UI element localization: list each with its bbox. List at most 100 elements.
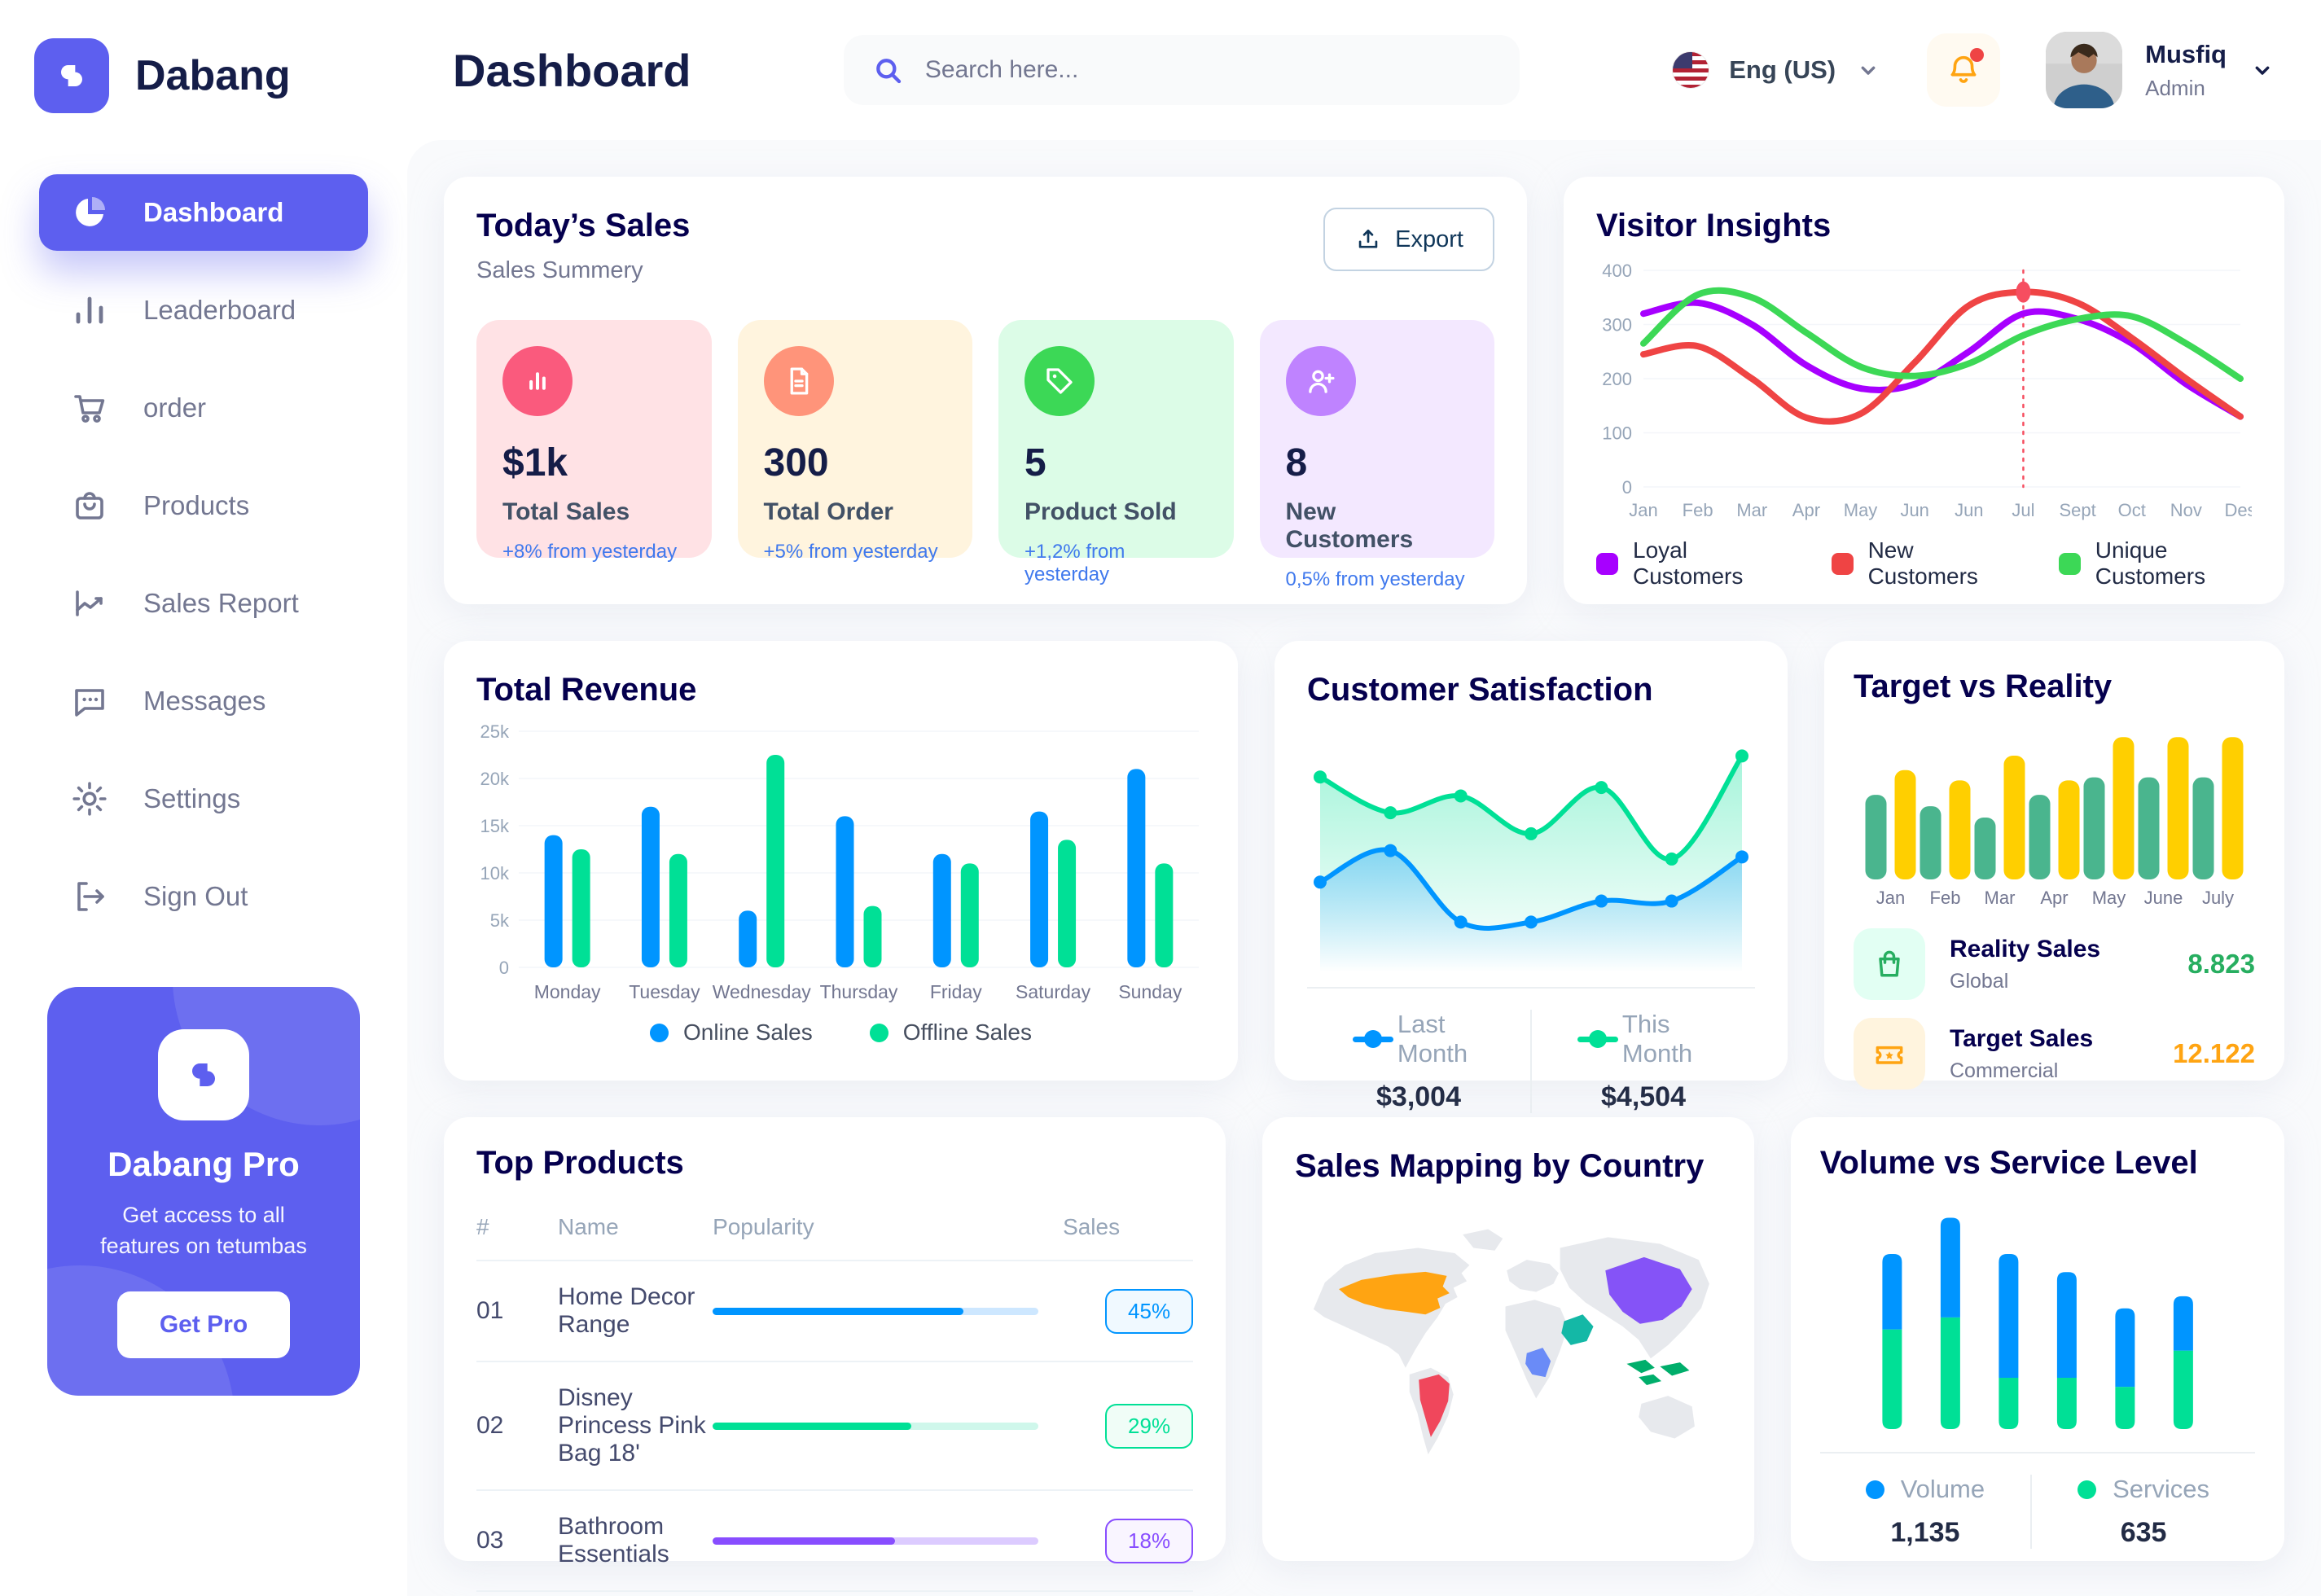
target-vs-reality-chart: Jan Feb Mar Apr May June July <box>1865 737 2244 908</box>
legend-label: Unique Customers <box>2095 537 2206 589</box>
top-products-card: Top Products # Name Popularity Sales 01 Home … <box>444 1117 1226 1592</box>
table-row-home-decor-range: 01 Home Decor Range 45% <box>476 1261 1194 1362</box>
total-revenue-title: Total Revenue <box>476 672 697 708</box>
legend-row-reality-sales: Reality Sales Global 8.823 <box>1854 928 2255 1000</box>
visitor-insights-title: Visitor Insights <box>1596 208 1832 243</box>
svg-text:Sunday: Sunday <box>1118 981 1182 1002</box>
svg-text:May: May <box>2092 888 2126 908</box>
legend-label: Last Month <box>1397 1010 1468 1068</box>
sidebar-item-settings[interactable]: Settings <box>39 761 368 837</box>
app-logo[interactable]: Dabang <box>0 31 407 121</box>
target-vs-reality-card: Target vs Reality Jan Feb Mar Apr May June Jul… <box>1824 641 2284 1090</box>
stat-note: +8% from yesterday <box>502 541 678 563</box>
svg-text:400: 400 <box>1602 261 1632 281</box>
legend-row-target-sales: Target Sales Commercial 12.122 <box>1854 1018 2255 1090</box>
order-doc-icon <box>763 346 834 416</box>
legend-item-services: Services 635 <box>2030 1475 2255 1549</box>
legend-label: New Customers <box>1867 537 1978 589</box>
dabang-pro-logo-icon <box>158 1029 249 1120</box>
search-bar <box>843 35 1520 105</box>
sidebar-item-messages[interactable]: Messages <box>39 663 368 739</box>
notification-badge <box>1970 48 1985 62</box>
sidebar-item-order[interactable]: order <box>39 370 368 446</box>
tag-icon <box>1024 346 1095 416</box>
country-united-states <box>1339 1271 1450 1315</box>
export-icon <box>1354 226 1382 253</box>
get-pro-button[interactable]: Get Pro <box>116 1291 291 1358</box>
svg-text:0: 0 <box>1622 477 1632 498</box>
app-name: Dabang <box>135 52 291 99</box>
todays-sales-title: Today’s Sales <box>476 208 691 243</box>
svg-text:5k: 5k <box>490 910 510 931</box>
notifications-button[interactable] <box>1927 33 2001 107</box>
sidebar-item-label: Dashboard <box>143 197 284 227</box>
svg-text:Sept: Sept <box>2059 500 2095 520</box>
popularity-bar <box>713 1307 1039 1315</box>
topbar: Dashboard Eng (US) <box>407 0 2321 140</box>
col-num: # <box>476 1214 489 1239</box>
product-num: 03 <box>476 1527 504 1554</box>
legend-item-new-customers: New Customers <box>1831 537 2002 590</box>
legend-label: Volume <box>1900 1475 1985 1503</box>
sidebar-menu: Dashboard Leaderboard order Products Sales R… <box>0 174 407 935</box>
ticket-icon <box>1854 1018 1925 1090</box>
svg-text:Monday: Monday <box>534 981 601 1002</box>
sidebar-item-leaderboard[interactable]: Leaderboard <box>39 272 368 349</box>
sidebar-item-sales-report[interactable]: Sales Report <box>39 565 368 642</box>
sales-report-icon <box>70 584 109 623</box>
stat-card-total-sales: $1k Total Sales +8% from yesterday <box>476 320 712 563</box>
country-china <box>1605 1256 1692 1324</box>
sidebar-item-sign-out[interactable]: Sign Out <box>39 858 368 935</box>
legend-value: 12.122 <box>2173 1038 2255 1068</box>
row-3: Top Products # Name Popularity Sales 01 Home … <box>444 1117 2284 1592</box>
svg-text:25k: 25k <box>480 721 510 742</box>
svg-text:Friday: Friday <box>930 981 982 1002</box>
stats-icon <box>502 346 573 416</box>
export-button[interactable]: Export <box>1323 208 1494 271</box>
volume-vs-service-legend: Volume 1,135 Services 635 <box>1820 1475 2255 1549</box>
target-vs-reality-legend: Reality Sales Global 8.823 Target Sales Comm… <box>1854 928 2255 1090</box>
svg-text:Jun: Jun <box>1955 500 1983 520</box>
signout-icon <box>70 877 109 916</box>
legend-item-volume: Volume 1,135 <box>1820 1475 2030 1549</box>
search-input[interactable] <box>924 56 1492 84</box>
user-menu[interactable]: Musfiq Admin <box>2046 32 2275 108</box>
sales-stat-cards: $1k Total Sales +8% from yesterday 300 Total… <box>476 320 1494 590</box>
legend-item-this-month: This Month $4,504 <box>1530 1010 1755 1113</box>
products-icon <box>70 486 109 525</box>
export-label: Export <box>1395 226 1463 252</box>
legend-label: Services <box>2113 1475 2209 1503</box>
customer-satisfaction-legend: Last Month $3,004 This Month $4,504 <box>1307 1010 1755 1113</box>
page-title: Dashboard <box>453 44 691 96</box>
leaderboard-icon <box>70 291 109 330</box>
svg-text:July: July <box>2202 888 2234 908</box>
legend-swatch-icon <box>1831 552 1854 575</box>
legend-marker-icon <box>1353 1029 1393 1049</box>
bell-icon <box>1945 51 1982 89</box>
visitor-insights-chart: 0 100 200 300 400 Jan Feb Mar Apr May Jun Jun Jul Sep… <box>1602 261 2252 520</box>
sidebar-item-dashboard[interactable]: Dashboard <box>39 174 368 251</box>
popularity-bar <box>713 1422 1039 1430</box>
divider <box>1819 1452 2255 1454</box>
sales-mapping-title: Sales Mapping by Country <box>1295 1148 1705 1184</box>
svg-text:100: 100 <box>1602 423 1632 444</box>
svg-text:Mar: Mar <box>1985 888 2016 908</box>
legend-dot-icon <box>2077 1480 2097 1499</box>
todays-sales-subtitle: Sales Summery <box>476 257 643 283</box>
legend-value: $4,504 <box>1601 1081 1686 1112</box>
svg-text:0: 0 <box>499 958 509 978</box>
search-icon <box>871 54 904 86</box>
svg-text:Jan: Jan <box>1876 888 1905 908</box>
order-icon <box>70 388 109 428</box>
table-row-bathroom-essentials: 03 Bathroom Essentials 18% <box>476 1491 1194 1592</box>
legend-label: Reality Sales <box>1950 935 2101 962</box>
legend-item-unique-customers: Unique Customers <box>2058 537 2252 590</box>
legend-label: Target Sales <box>1950 1024 2094 1052</box>
user-role: Admin <box>2145 75 2205 100</box>
product-name: Home Decor Range <box>558 1283 695 1338</box>
pro-title: Dabang Pro <box>107 1145 300 1183</box>
language-selector[interactable]: Eng (US) <box>1672 51 1881 89</box>
sidebar-item-products[interactable]: Products <box>39 467 368 544</box>
legend-item-online-sales: Online Sales <box>649 1019 813 1046</box>
country-brazil <box>1419 1374 1450 1437</box>
